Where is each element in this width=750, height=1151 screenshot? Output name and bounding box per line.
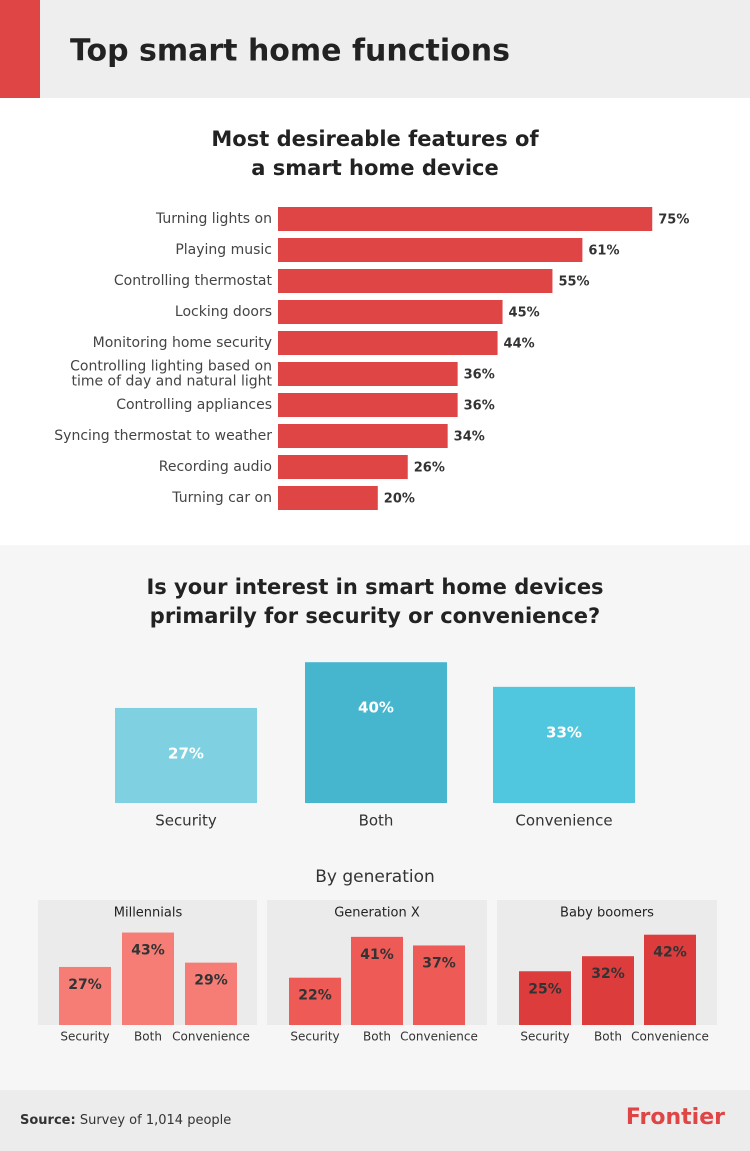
bar (278, 207, 653, 231)
value-label: 27% (68, 977, 102, 993)
value-label: 36% (464, 399, 495, 414)
value-label: 44% (504, 337, 535, 352)
value-label: 45% (509, 306, 540, 321)
bar (493, 686, 635, 803)
value-label: 34% (454, 430, 485, 445)
value-label: 20% (384, 492, 415, 507)
bar (122, 932, 174, 1025)
category-label: Monitoring home security (93, 335, 272, 351)
category-label: Controlling thermostat (114, 273, 273, 289)
bar (185, 962, 237, 1025)
chart-title: Baby boomers (560, 906, 654, 921)
category-label: Both (359, 812, 394, 830)
category-label: Convenience (172, 1030, 250, 1044)
bar (278, 238, 583, 262)
chart-title: Millennials (114, 906, 183, 921)
category-label: Both (363, 1030, 391, 1044)
source-text: Survey of 1,014 people (80, 1113, 231, 1128)
value-label: 22% (298, 988, 332, 1004)
bar (289, 977, 341, 1025)
category-label: Turning car on (171, 490, 272, 506)
value-label: 43% (131, 943, 165, 959)
category-label: Playing music (175, 242, 272, 258)
category-label: Security (290, 1030, 339, 1044)
value-label: 75% (658, 213, 689, 228)
generation-heading: By generation (315, 867, 435, 887)
bar (115, 707, 257, 803)
value-label: 36% (464, 368, 495, 383)
chart-title: primarily for security or convenience? (150, 604, 600, 628)
value-label: 33% (546, 723, 582, 741)
category-label: Security (60, 1030, 109, 1044)
value-label: 25% (528, 981, 562, 997)
category-label: Controlling lighting based on (70, 359, 272, 375)
value-label: 37% (422, 955, 456, 971)
value-label: 29% (194, 973, 228, 989)
bar (278, 331, 498, 355)
value-label: 26% (414, 461, 445, 476)
value-label: 55% (558, 275, 589, 290)
category-label: Both (594, 1030, 622, 1044)
chart-title: Most desireable features of (211, 127, 539, 151)
category-label: Convenience (631, 1030, 709, 1044)
source-label: Source: (20, 1113, 76, 1128)
category-label: Turning lights on (155, 211, 272, 227)
category-label: Locking doors (175, 304, 272, 320)
category-label: Security (155, 812, 217, 830)
header-band (0, 0, 750, 98)
category-label: Recording audio (159, 459, 272, 475)
value-label: 27% (168, 744, 204, 762)
category-label: Syncing thermostat to weather (54, 428, 272, 444)
bar (278, 300, 503, 324)
bar (305, 662, 447, 803)
category-label: Both (134, 1030, 162, 1044)
bar (278, 455, 408, 479)
logo: Frontier (626, 1105, 725, 1130)
category-label: Security (520, 1030, 569, 1044)
value-label: 40% (358, 699, 394, 717)
bar (351, 936, 403, 1025)
bar (278, 362, 458, 386)
chart-title: a smart home device (251, 156, 498, 180)
category-label: time of day and natural light (71, 374, 272, 390)
page-title: Top smart home functions (70, 34, 510, 69)
header-accent (0, 0, 40, 98)
value-label: 32% (591, 966, 625, 982)
value-label: 42% (653, 945, 687, 961)
chart-title: Is your interest in smart home devices (146, 575, 603, 599)
chart-title: Generation X (334, 906, 420, 921)
value-label: 41% (360, 947, 394, 963)
bar (519, 971, 571, 1025)
bar (644, 934, 696, 1025)
bar (278, 486, 378, 510)
bar (278, 393, 458, 417)
bar (278, 269, 553, 293)
bar (582, 956, 634, 1025)
category-label: Controlling appliances (116, 397, 272, 413)
category-label: Convenience (515, 812, 612, 830)
source: Source: Survey of 1,014 people (20, 1113, 231, 1128)
bar (413, 945, 465, 1025)
bar (278, 424, 448, 448)
bar (59, 966, 111, 1025)
value-label: 61% (588, 244, 619, 259)
category-label: Convenience (400, 1030, 478, 1044)
footer-band (0, 1090, 750, 1151)
